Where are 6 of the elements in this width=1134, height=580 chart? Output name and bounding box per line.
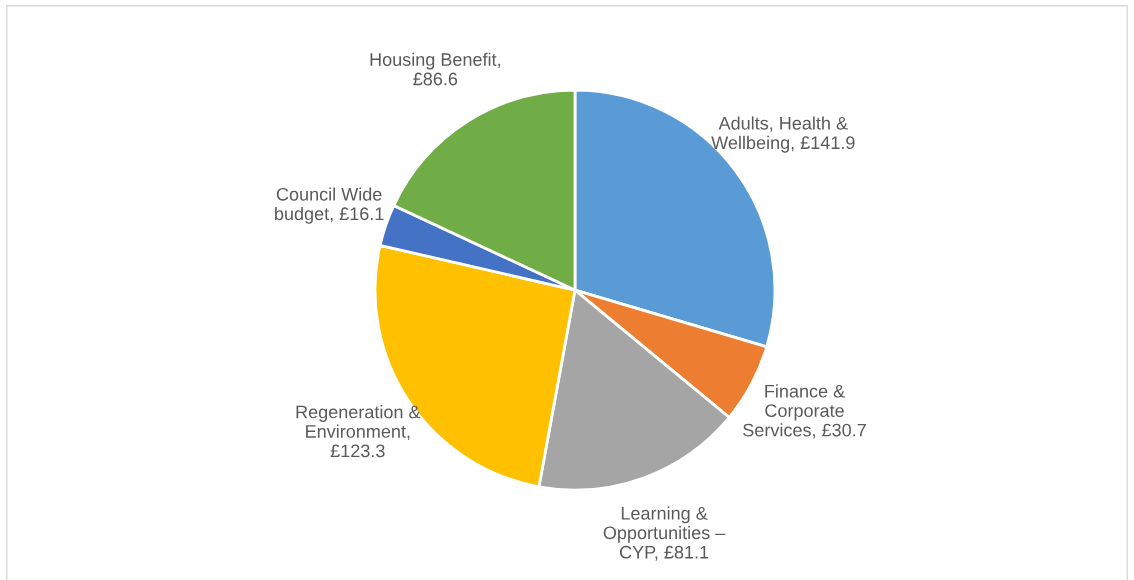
slice-label: Regeneration & Environment, £123.3 <box>296 405 421 458</box>
slice-label: Council Wide budget, £16.1 <box>275 187 384 224</box>
slice-label: Housing Benefit, £86.6 <box>370 52 500 86</box>
slice-label: Learning & Opportunities – CYP, £81.1 <box>603 506 726 561</box>
slice-label: Adults, Health & Wellbeing, £141.9 <box>711 116 855 153</box>
slice-label: Finance & Corporate Services, £30.7 <box>743 384 866 439</box>
